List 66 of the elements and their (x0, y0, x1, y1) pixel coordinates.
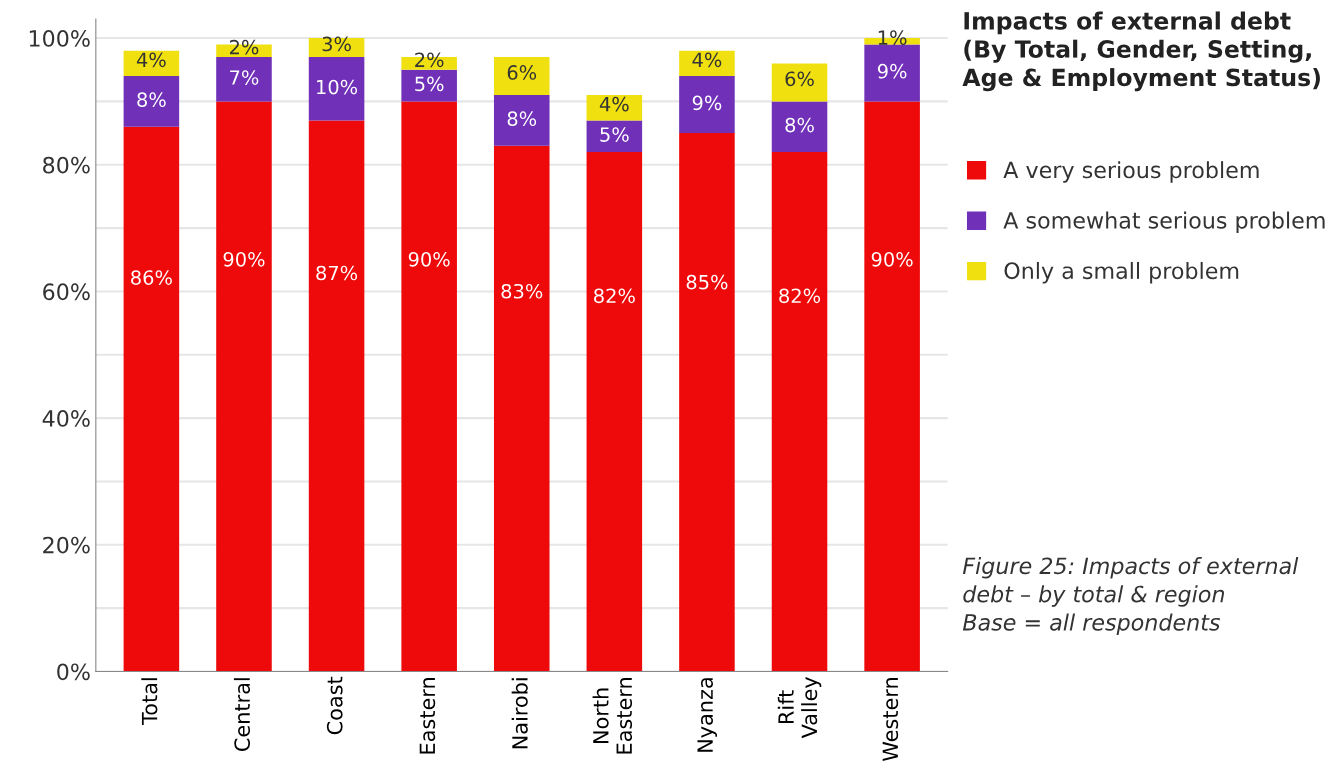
data-label: 9% (877, 63, 907, 79)
bar (493, 57, 550, 96)
data-label: 4% (599, 96, 629, 112)
data-label: 87% (316, 265, 358, 281)
bar (586, 152, 643, 672)
data-label: 85% (686, 274, 728, 290)
data-label: 82% (779, 288, 821, 304)
data-label: 7% (230, 70, 259, 85)
y-tick-label: 80% (43, 156, 90, 174)
data-label: 8% (507, 111, 537, 127)
y-tick-label: 0% (57, 663, 90, 681)
bar (493, 145, 550, 672)
data-label: 8% (137, 92, 166, 108)
data-label: 10% (317, 79, 358, 95)
caption: Figure 25: Impacts of external debt – by total & region Base = all respondents (962, 556, 1299, 636)
bar (216, 101, 272, 672)
data-label: 3% (322, 36, 351, 52)
data-label: 6% (507, 65, 537, 80)
data-label: 90% (223, 251, 265, 267)
data-label: 86% (131, 270, 172, 285)
y-tick-label: 60% (43, 283, 90, 301)
data-label: 9% (692, 95, 722, 111)
x-tick-label: Eastern (419, 678, 436, 754)
y-tick-label: 20% (43, 536, 90, 554)
bar (308, 57, 365, 121)
x-tick-label: Rift Valley (777, 676, 822, 739)
text: Impacts of external debt (By Total, Gender, Setting, Age & Employment Status) (962, 11, 1320, 92)
legend-label: Only a small problem (1004, 261, 1239, 284)
bar (401, 101, 457, 672)
bar (864, 101, 920, 672)
x-tick-label: Nyanza (697, 678, 718, 752)
bar (771, 101, 828, 153)
data-label: 82% (594, 288, 635, 304)
x-tick-label: Central (233, 678, 251, 751)
data-label: 5% (600, 127, 629, 142)
x-tick-label: Nairobi (511, 678, 528, 749)
x-tick-label: Coast (326, 676, 343, 735)
y-tick-label: 100% (29, 30, 90, 47)
data-label: 4% (136, 52, 166, 68)
x-tick-label: Western (882, 678, 899, 762)
legend-label: A somewhat serious problem (1003, 211, 1325, 234)
bar (493, 95, 550, 146)
bar (123, 126, 180, 672)
data-label: 1% (878, 30, 907, 45)
data-label: 90% (408, 251, 450, 267)
legend-label: A very serious problem (1003, 161, 1259, 183)
bar (771, 152, 828, 672)
data-label: 8% (785, 117, 814, 133)
bar (216, 57, 272, 102)
bar (586, 120, 643, 153)
bar (864, 44, 920, 102)
bar (679, 50, 735, 77)
x-tick-label: North Eastern (592, 678, 633, 754)
bar (679, 76, 735, 134)
bar (123, 76, 180, 127)
bar (401, 69, 457, 102)
y-tick-label: 40% (42, 410, 90, 427)
data-label: 90% (871, 251, 913, 267)
bar (308, 120, 365, 672)
data-label: 6% (785, 71, 814, 87)
bar (771, 63, 828, 102)
x-tick-label: Total (141, 678, 158, 726)
bar (679, 133, 735, 672)
data-label: 83% (501, 283, 543, 299)
data-label: 4% (692, 52, 722, 68)
data-label: 5% (415, 76, 444, 92)
